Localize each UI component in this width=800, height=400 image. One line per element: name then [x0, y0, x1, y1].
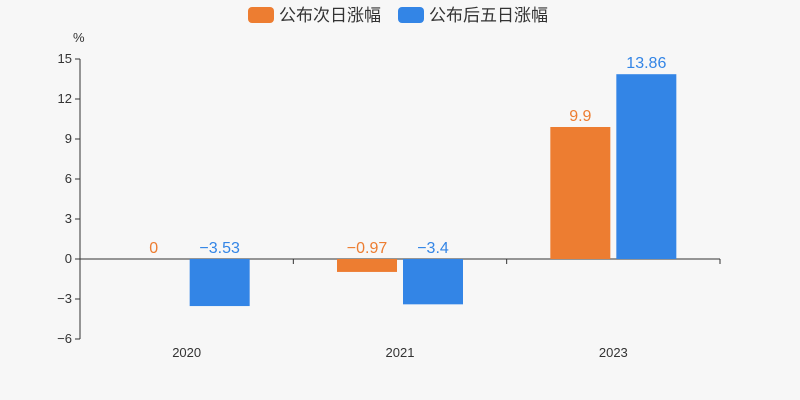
bar-series-1-2021 [337, 259, 397, 272]
legend-swatch-series-2 [398, 7, 424, 23]
y-tick-label: 6 [65, 171, 72, 186]
x-tick-label: 2021 [386, 345, 415, 360]
data-label-series-1-2023: 9.9 [569, 108, 591, 125]
y-tick-label: 15 [58, 51, 72, 66]
y-axis: 15 12 9 6 3 0 −3 −6 [57, 51, 81, 346]
x-tick-label: 2020 [172, 345, 201, 360]
data-label-series-1-2021: −0.97 [347, 240, 388, 257]
bars [189, 74, 677, 307]
legend: 公布次日涨幅 公布后五日涨幅 [248, 6, 548, 26]
bar-series-1-2023 [550, 127, 611, 259]
y-axis-unit-label: % [73, 30, 85, 45]
legend-label-series-2: 公布后五日涨幅 [429, 6, 548, 26]
data-label-series-2-2023: 13.86 [626, 55, 666, 72]
x-tick-label: 2023 [599, 345, 628, 360]
bar-series-2-2023 [616, 74, 677, 259]
data-label-series-1-2020: 0 [149, 240, 158, 257]
y-tick-label: −6 [57, 331, 72, 346]
y-tick-label: −3 [57, 291, 72, 306]
legend-label-series-1: 公布次日涨幅 [279, 6, 381, 26]
x-axis: 2020 2021 2023 [79, 258, 721, 360]
legend-swatch-series-1 [248, 7, 274, 23]
bar-series-2-2021 [403, 259, 463, 305]
y-tick-label: 0 [65, 251, 72, 266]
data-label-series-2-2020: −3.53 [199, 240, 240, 257]
y-tick-label: 3 [65, 211, 72, 226]
bar-series-2-2020 [189, 259, 250, 307]
data-label-series-2-2021: −3.4 [417, 240, 449, 257]
y-tick-label: 9 [65, 131, 72, 146]
data-labels: 0 −3.53 −0.97 −3.4 9.9 13.86 [149, 55, 666, 257]
y-tick-label: 12 [58, 91, 72, 106]
